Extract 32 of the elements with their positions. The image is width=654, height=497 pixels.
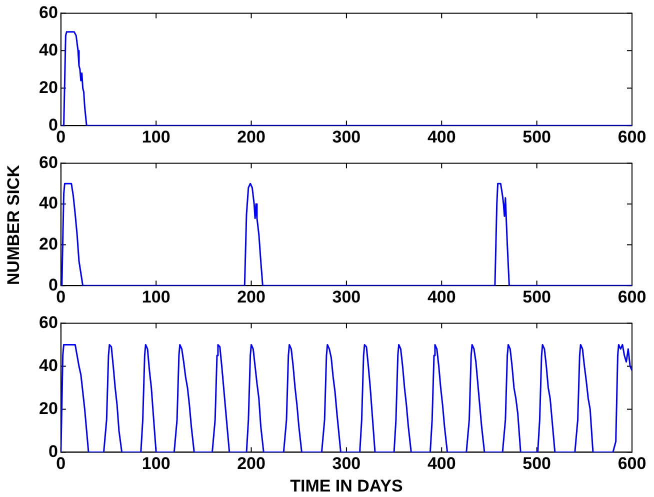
y-tick-label: 0 <box>48 115 58 134</box>
y-axis-title: NUMBER SICK <box>4 165 24 285</box>
y-tick-label: 40 <box>38 194 58 213</box>
x-tick-label: 600 <box>618 127 646 146</box>
x-tick-label: 300 <box>332 454 361 474</box>
y-tick-label: 60 <box>38 2 58 22</box>
y-tick-label: 20 <box>38 398 58 418</box>
x-tick-label: 500 <box>522 454 552 474</box>
y-tick-label: 40 <box>38 356 58 375</box>
x-tick-label: 200 <box>237 287 266 306</box>
y-tick-label: 0 <box>48 442 58 461</box>
x-tick-label: 200 <box>237 454 266 474</box>
x-tick-label: 400 <box>427 127 456 146</box>
x-tick-label: 500 <box>522 127 552 146</box>
y-tick-label: 60 <box>38 152 58 172</box>
x-tick-label: 100 <box>142 287 170 306</box>
y-tick-label: 20 <box>38 234 58 254</box>
x-tick-label: 600 <box>618 287 646 306</box>
x-tick-label: 300 <box>332 287 361 306</box>
y-tick-label: 20 <box>38 78 58 97</box>
x-tick-label: 400 <box>427 454 456 474</box>
x-axis-title: TIME IN DAYS <box>290 476 403 496</box>
y-tick-label: 60 <box>38 312 58 332</box>
y-tick-label: 40 <box>38 40 58 60</box>
x-tick-label: 100 <box>142 454 170 474</box>
x-tick-label: 100 <box>142 127 170 146</box>
x-tick-label: 300 <box>332 127 361 146</box>
x-tick-label: 500 <box>522 287 552 306</box>
x-tick-label: 600 <box>618 454 646 474</box>
x-tick-label: 400 <box>427 287 456 306</box>
x-tick-label: 200 <box>237 127 266 146</box>
y-tick-label: 0 <box>48 275 58 294</box>
